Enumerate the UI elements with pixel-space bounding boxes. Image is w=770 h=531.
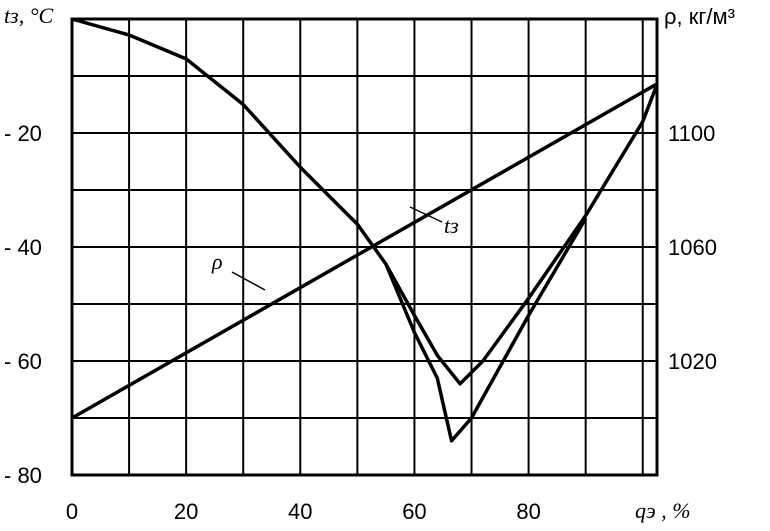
y-tick-label: - 80 xyxy=(4,463,42,488)
y-tick-label: - 60 xyxy=(4,349,42,374)
line-series xyxy=(71,83,657,420)
line-series xyxy=(71,17,658,386)
x-tick-label: 60 xyxy=(402,499,426,524)
y2-tick-label: 1020 xyxy=(668,349,717,374)
series-label: ρ xyxy=(211,249,223,274)
y-axis-label: tз, °C xyxy=(4,3,53,28)
y2-axis-label: ρ, кг/м³ xyxy=(664,4,735,29)
y2-tick-label: 1100 xyxy=(668,121,715,146)
y-tick-label: - 20 xyxy=(4,121,42,146)
x-tick-label: 40 xyxy=(288,499,312,524)
y2-tick-label: 1060 xyxy=(668,235,717,260)
leader-line xyxy=(231,271,266,291)
line-series xyxy=(384,217,588,443)
x-tick-label: 20 xyxy=(174,499,198,524)
x-tick-label: 80 xyxy=(516,499,540,524)
series-label: tз xyxy=(444,213,459,238)
y-tick-label: - 40 xyxy=(4,235,42,260)
plot-frame xyxy=(70,17,659,477)
x-axis-label: qэ , % xyxy=(635,498,691,523)
x-tick-label: 0 xyxy=(66,499,78,524)
leader-line xyxy=(409,206,443,223)
